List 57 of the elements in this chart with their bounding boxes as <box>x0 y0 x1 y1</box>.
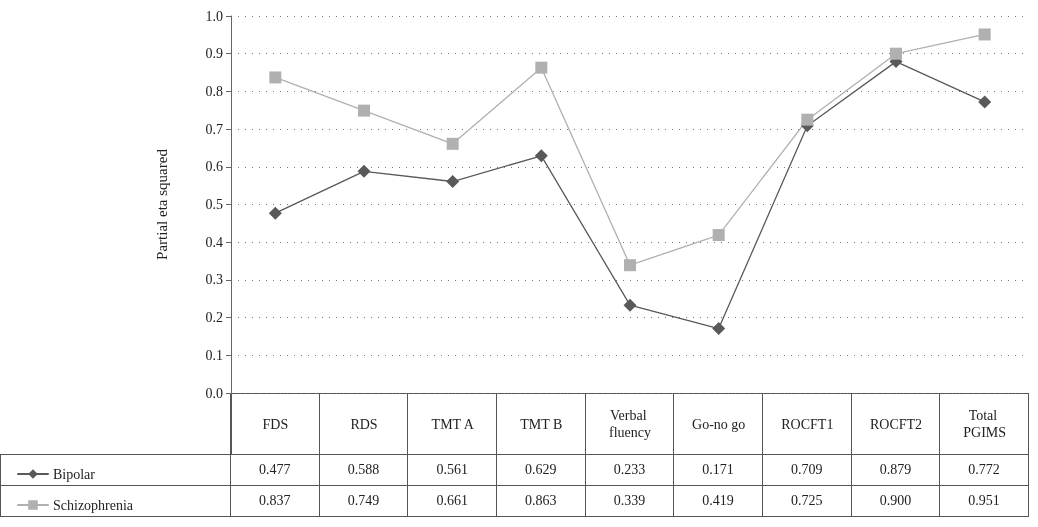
point <box>712 322 726 336</box>
x-tick-label: ROCFT2 <box>869 416 923 432</box>
data-label: 0.588 <box>319 455 409 486</box>
y-tick-label: 0.6 <box>205 159 223 175</box>
x-tick-label: ROCFT1 <box>781 416 834 432</box>
x-tick-label: TMT A <box>431 416 475 432</box>
x-tick-label: TMT B <box>520 416 563 432</box>
x-tick-label: FDS <box>262 416 289 432</box>
point <box>623 298 637 312</box>
y-tick-label: 1.0 <box>205 8 223 24</box>
point <box>446 175 460 188</box>
y-tick-label: 0.8 <box>205 83 223 99</box>
point <box>978 95 992 109</box>
data-label: 0.725 <box>762 486 852 517</box>
point <box>358 104 370 117</box>
y-tick-label: 0.5 <box>205 197 223 212</box>
data-label: 0.233 <box>585 455 675 486</box>
y-axis-title: Partial eta squared <box>153 148 170 260</box>
legend-label: Bipolar <box>53 466 96 482</box>
point <box>269 71 282 84</box>
point <box>534 149 548 163</box>
y-tick-label: 0.3 <box>205 272 223 288</box>
y-tick-label: 0.2 <box>205 310 223 326</box>
y-tick-label: 0.4 <box>205 234 223 250</box>
y-tick-label: 0.0 <box>205 385 223 401</box>
data-label: 0.629 <box>496 455 586 486</box>
point <box>890 47 902 60</box>
data-label: 0.661 <box>408 486 497 517</box>
data-label: 0.879 <box>851 455 941 486</box>
point <box>535 61 548 74</box>
point <box>446 137 459 150</box>
data-label: 0.171 <box>674 455 763 486</box>
data-label: 0.837 <box>231 486 320 517</box>
x-tick-label: RDS <box>350 416 378 432</box>
data-label: 0.339 <box>585 486 675 517</box>
data-label: 0.863 <box>496 486 586 517</box>
data-label: 0.561 <box>408 455 497 486</box>
data-label: 0.709 <box>762 455 852 486</box>
data-label: 0.749 <box>319 486 409 517</box>
data-label: 0.477 <box>231 455 320 486</box>
y-tick-label: 0.7 <box>205 121 223 137</box>
point <box>357 164 371 178</box>
legend-label: Schizophrenia <box>53 497 134 513</box>
x-tick-label: Go-no go <box>692 416 746 432</box>
point <box>801 113 814 126</box>
data-label: 0.951 <box>940 486 1029 517</box>
y-tick-label: 0.9 <box>205 46 223 62</box>
data-label: 0.900 <box>851 486 941 517</box>
point <box>268 206 282 220</box>
point <box>712 229 725 242</box>
y-tick-label: 0.1 <box>205 347 223 363</box>
x-tick-label: Verbal fluency <box>609 408 651 440</box>
data-label: 0.772 <box>940 455 1029 486</box>
x-tick-label: Total PGIMS <box>963 408 1007 440</box>
point <box>978 28 991 41</box>
data-label: 0.419 <box>674 486 763 517</box>
point <box>624 259 636 272</box>
